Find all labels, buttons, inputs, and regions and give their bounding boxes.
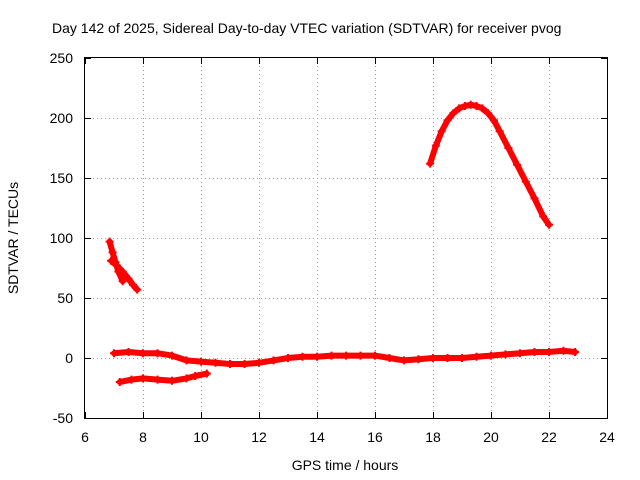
series-segment-evening-peak [426,100,553,229]
data-point [455,104,464,113]
data-point [545,348,553,356]
axis-ticks: 6 8 10 12 14 16 18 20 22 24 -50 0 50 100 150 200 250 [50,50,615,445]
y-tick-label: 50 [57,290,73,306]
data-point [356,351,365,360]
data-point [429,354,437,362]
y-tick-label: 250 [50,50,74,66]
plot-area-border [84,57,608,419]
data-point [437,127,446,136]
data-point [108,248,117,257]
data-point [124,274,133,283]
y-tick-label: 0 [65,350,73,366]
data-point [124,348,133,356]
data-point [489,116,498,125]
y-axis-label: SDTVAR / TECUs [5,182,21,294]
data-series [105,100,580,386]
data-point [495,127,504,136]
y-tick-label: 100 [50,230,74,246]
data-point [153,349,162,358]
data-point [501,350,510,359]
x-tick-label: 8 [139,429,147,445]
data-point [118,267,127,276]
data-point [460,102,469,110]
data-point [443,116,452,125]
data-point [298,352,307,361]
data-point [530,194,539,203]
data-point [371,351,379,360]
x-tick-label: 10 [193,429,209,445]
data-point [530,348,539,356]
y-tick-label: 200 [50,110,74,126]
data-point [449,109,458,118]
data-point [191,372,200,380]
data-point [255,358,263,367]
data-point [139,349,147,358]
data-point [115,378,124,386]
x-tick-label: 24 [599,429,615,445]
series-segment-early-low [115,369,211,386]
x-axis-label: GPS time / hours [292,457,399,473]
data-point [153,375,162,384]
data-point [443,354,452,362]
data-point [504,144,513,152]
x-tick-label: 6 [81,429,89,445]
data-point [128,280,137,289]
data-point [516,349,524,358]
data-point [118,277,127,286]
data-point [313,352,321,361]
data-point [431,141,440,150]
x-tick-label: 22 [541,429,557,445]
data-point [466,100,475,109]
data-point [139,374,147,383]
data-point [472,352,481,361]
data-point [197,357,205,366]
data-point [269,356,278,365]
data-point [513,160,522,169]
data-point [521,177,530,186]
grid-lines [85,58,607,418]
series-segment-early-high-b [107,256,142,294]
data-point [168,376,176,385]
data-point [400,356,408,365]
data-point [342,351,350,360]
data-point [107,256,116,265]
data-point [458,354,466,362]
data-point [487,351,495,360]
data-point [168,351,176,360]
data-point [559,346,568,355]
data-point [105,237,114,246]
x-tick-label: 20 [483,429,499,445]
data-point [545,220,553,229]
data-point [478,104,487,113]
data-point [182,374,191,383]
y-tick-label: 150 [50,170,74,186]
chart-title: Day 142 of 2025, Sidereal Day-to-day VTE… [52,20,561,36]
data-point [414,355,423,364]
x-tick-label: 14 [309,429,325,445]
data-point [127,375,136,384]
x-tick-label: 18 [425,429,441,445]
series-line [116,370,210,385]
data-point [133,285,142,294]
data-point [211,358,220,367]
x-tick-label: 16 [367,429,383,445]
data-point [484,109,493,118]
data-point [112,261,121,270]
y-tick-label: -50 [53,410,73,426]
data-point [472,102,481,110]
data-point [110,349,118,358]
x-tick-label: 12 [251,429,267,445]
data-point [327,351,336,360]
data-point [539,212,548,221]
data-point [202,369,211,378]
data-point [426,159,435,168]
data-point [182,356,191,365]
data-point [385,354,394,362]
data-point [226,360,234,368]
series-segment-baseline [110,346,580,368]
data-point [284,354,292,362]
data-point [240,360,249,368]
data-point [571,348,580,356]
